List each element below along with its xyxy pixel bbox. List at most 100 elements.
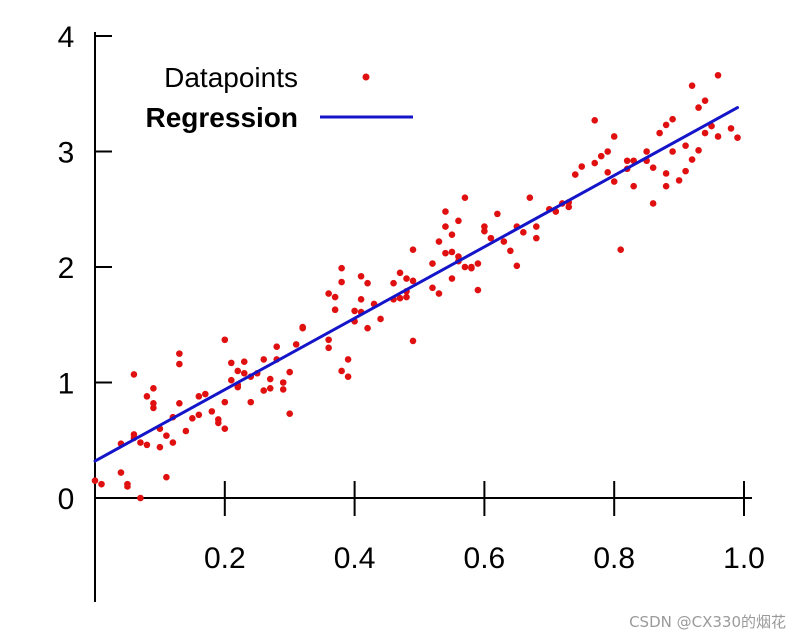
- datapoint: [688, 156, 696, 163]
- x-tick-label: 0.2: [204, 542, 246, 575]
- datapoint: [591, 159, 599, 167]
- datapoint: [669, 148, 676, 155]
- datapoint: [727, 125, 735, 132]
- datapoint: [195, 411, 203, 419]
- datapoint: [649, 200, 657, 207]
- datapoint: [221, 336, 229, 344]
- datapoint: [701, 129, 709, 137]
- datapoint: [662, 170, 670, 177]
- datapoint: [137, 439, 144, 446]
- datapoint: [468, 263, 475, 271]
- datapoint: [578, 163, 586, 170]
- datapoint: [260, 387, 268, 394]
- y-ticks: 0 1 2 3 4: [58, 21, 112, 516]
- datapoint: [260, 356, 268, 363]
- datapoint: [591, 117, 599, 124]
- datapoint: [623, 157, 631, 165]
- datapoint: [682, 142, 689, 150]
- datapoint: [176, 399, 183, 407]
- datapoint: [448, 231, 456, 238]
- datapoint: [630, 182, 637, 190]
- datapoint: [124, 483, 131, 490]
- datapoint: [279, 379, 287, 386]
- datapoints-series: [91, 71, 741, 502]
- datapoint: [338, 264, 345, 272]
- datapoint: [91, 477, 99, 484]
- axes: [94, 32, 752, 602]
- datapoint: [409, 277, 417, 285]
- datapoint: [507, 247, 514, 255]
- datapoint: [617, 246, 624, 253]
- datapoint: [695, 104, 702, 111]
- datapoint: [150, 404, 157, 412]
- datapoint: [429, 260, 436, 267]
- datapoint: [643, 148, 650, 155]
- datapoint: [163, 432, 170, 439]
- datapoint: [448, 275, 456, 282]
- datapoint: [734, 134, 741, 141]
- regression-series: [93, 106, 740, 463]
- legend-label-datapoints: Datapoints: [164, 62, 298, 93]
- datapoint: [675, 177, 683, 184]
- datapoint: [442, 208, 449, 215]
- datapoint: [357, 296, 365, 303]
- datapoint: [202, 390, 209, 398]
- datapoint: [695, 147, 702, 154]
- datapoint: [266, 375, 274, 383]
- datapoint: [461, 194, 469, 201]
- datapoint: [143, 441, 151, 449]
- datapoint: [130, 371, 138, 378]
- datapoint: [474, 260, 482, 267]
- datapoint: [338, 278, 345, 286]
- datapoint: [150, 399, 157, 407]
- x-tick-label: 0.8: [593, 542, 635, 575]
- datapoint: [682, 167, 689, 175]
- datapoint: [435, 290, 443, 297]
- y-tick-label: 4: [58, 21, 75, 54]
- datapoint: [234, 367, 242, 375]
- datapoint: [526, 194, 534, 201]
- datapoint: [240, 358, 248, 366]
- datapoint: [364, 324, 371, 332]
- datapoint: [461, 263, 469, 271]
- datapoint: [150, 384, 157, 392]
- datapoint: [215, 416, 222, 423]
- datapoint: [688, 82, 696, 89]
- datapoint: [344, 373, 352, 381]
- datapoint: [669, 115, 676, 123]
- datapoint: [344, 356, 352, 363]
- datapoint: [662, 121, 670, 129]
- datapoint: [156, 443, 164, 451]
- datapoint: [448, 248, 456, 256]
- datapoint: [610, 178, 618, 185]
- datapoint: [604, 148, 612, 155]
- legend-label-regression: Regression: [146, 102, 299, 133]
- datapoint: [714, 71, 722, 79]
- datapoint: [182, 427, 190, 435]
- datapoint: [481, 227, 488, 235]
- datapoint: [176, 360, 183, 368]
- datapoint: [98, 480, 105, 488]
- datapoint: [597, 152, 605, 160]
- datapoint: [396, 269, 404, 277]
- datapoint: [331, 293, 339, 301]
- y-tick-label: 2: [58, 252, 75, 285]
- legend: Datapoints Regression: [146, 62, 413, 133]
- datapoint: [714, 133, 722, 140]
- datapoint: [286, 410, 294, 417]
- datapoint: [227, 376, 235, 384]
- datapoint: [208, 408, 216, 415]
- datapoint: [533, 223, 540, 230]
- datapoint: [189, 415, 196, 422]
- datapoint: [455, 217, 462, 225]
- x-tick-label: 1.0: [723, 542, 765, 575]
- datapoint: [240, 369, 248, 377]
- datapoint: [403, 275, 410, 282]
- datapoint: [279, 386, 287, 393]
- x-tick-label: 0.6: [464, 542, 506, 575]
- datapoint: [487, 234, 495, 242]
- datapoint: [338, 367, 345, 375]
- datapoint: [474, 286, 482, 294]
- datapoint: [325, 290, 332, 297]
